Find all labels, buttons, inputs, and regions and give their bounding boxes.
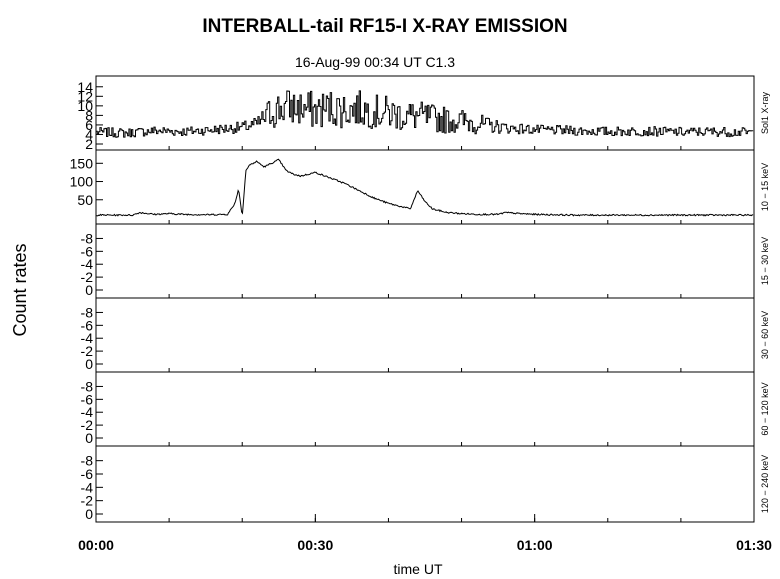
y-tick-label: 100 (70, 174, 94, 190)
x-axis-ticks: 00:00 00:30 01:00 01:30 (78, 514, 772, 553)
y-tick-label: 0 (85, 506, 93, 522)
y-axis-title: Count rates (10, 243, 30, 336)
x-tick-label: 00:30 (297, 537, 333, 553)
channel-label: 60 − 120 keV (760, 382, 770, 435)
y-tick-label: -4 (81, 330, 94, 346)
panel-frame (95, 75, 755, 151)
series-line (96, 90, 754, 138)
chart-title: INTERBALL-tail RF15-I X-RAY EMISSION (202, 16, 567, 37)
y-tick-label: -8 (81, 304, 94, 320)
y-tick-label: -6 (81, 243, 94, 259)
panel-4: -8-6-4-20 30 − 60 keV (81, 297, 770, 373)
y-tick-label: -8 (81, 378, 94, 394)
y-tick-label: -4 (81, 404, 94, 420)
x-tick-label: 01:00 (517, 537, 553, 553)
y-tick-label: -4 (81, 479, 94, 495)
y-tick-label: 10 (77, 98, 93, 114)
y-tick-label: 14 (77, 79, 93, 95)
x-axis-title: time UT (394, 561, 443, 577)
panel-frame (95, 223, 755, 299)
y-tick-label: 50 (77, 192, 93, 208)
y-tick-label: 0 (85, 356, 93, 372)
channel-label: 120 − 240 keV (760, 455, 770, 513)
series-line (95, 158, 754, 217)
y-tick-label: -8 (81, 453, 94, 469)
y-tick-label: 0 (85, 430, 93, 446)
y-tick-label: 2 (85, 136, 93, 152)
y-tick-label: -6 (81, 466, 94, 482)
y-tick-label: 8 (85, 107, 93, 123)
y-tick-label: -2 (81, 493, 94, 509)
panel-frame (95, 371, 755, 447)
y-tick-label: -6 (81, 391, 94, 407)
panel-frame (95, 445, 755, 523)
chart-subtitle: 16-Aug-99 00:34 UT C1.3 (295, 54, 455, 70)
panel-5: -8-6-4-20 60 − 120 keV (81, 371, 770, 447)
y-tick-label: -8 (81, 230, 94, 246)
channel-label: 30 − 60 keV (760, 311, 770, 359)
channel-label: Sol1 X-ray (760, 91, 770, 134)
panel-2: 50 100 150 10 − 15 keV (70, 149, 770, 225)
y-tick-label: 6 (85, 117, 93, 133)
panel-6: -8-6-4-20 120 − 240 keV (81, 445, 770, 523)
y-tick-label: -2 (81, 417, 94, 433)
y-tick-label: -2 (81, 343, 94, 359)
panel-frame (95, 149, 755, 225)
x-tick-label: 00:00 (78, 537, 114, 553)
y-tick-label: 150 (70, 155, 94, 171)
y-tick-label: 12 (77, 88, 93, 104)
panel-frame (95, 297, 755, 373)
y-tick-label: -6 (81, 317, 94, 333)
panel-3: -8-6-4-20 15 − 30 keV (81, 223, 770, 299)
y-tick-label: 4 (85, 126, 93, 142)
channel-label: 15 − 30 keV (760, 237, 770, 285)
channel-label: 10 − 15 keV (760, 163, 770, 211)
x-tick-label: 01:30 (736, 537, 772, 553)
y-tick-label: -2 (81, 269, 94, 285)
y-tick-label: -4 (81, 256, 94, 272)
y-tick-label: 0 (85, 282, 93, 298)
